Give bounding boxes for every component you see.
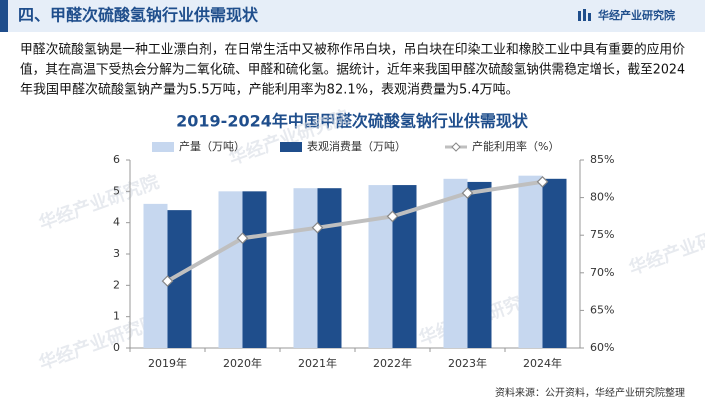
- chart-title: 2019-2024年中国甲醛次硫酸氢钠行业供需现状: [176, 112, 529, 131]
- x-tick-label: 2020年: [223, 356, 262, 370]
- paragraph-line: 年我国甲醛次硫酸氢钠产量为5.5万吨，产能利用率为82.1%，表观消费量为5.4…: [20, 82, 519, 98]
- x-tick-label: 2021年: [298, 356, 337, 370]
- y-tick-label: 4: [113, 216, 120, 229]
- x-tick-label: 2023年: [448, 356, 487, 370]
- header-accent: [0, 0, 8, 32]
- bar: [242, 191, 267, 348]
- line-marker: [311, 221, 324, 234]
- line-marker: [536, 175, 549, 188]
- watermark: 华经产业研究院: [626, 216, 705, 280]
- y-tick-label: 1: [113, 310, 120, 323]
- y2-tick-label: 75%: [590, 228, 614, 241]
- legend-swatch: [152, 142, 174, 152]
- bar: [293, 188, 318, 348]
- watermark: 华经产业研究院: [36, 171, 162, 235]
- bar: [542, 178, 567, 348]
- line-marker: [461, 187, 474, 199]
- line-marker: [236, 232, 249, 245]
- bar: [317, 188, 342, 348]
- header-bar: [0, 0, 705, 32]
- y-tick-label: 6: [113, 153, 120, 166]
- legend-label: 表观消费量（万吨）: [307, 139, 406, 153]
- y2-tick-label: 65%: [590, 303, 614, 316]
- header-title: 四、甲醛次硫酸氢钠行业供需现状: [18, 6, 259, 25]
- bar: [218, 191, 243, 348]
- line-marker: [386, 210, 399, 223]
- bar: [518, 175, 543, 348]
- y-tick-label: 5: [113, 184, 120, 197]
- paragraph-line: 值，其在高温下受热会分解为二氧化硫、甲醛和硫化氢。据统计，近年来我国甲醛次硫酸氢…: [20, 62, 685, 78]
- watermark: 华经产业研究院: [36, 311, 162, 375]
- legend-label: 产量（万吨）: [179, 139, 245, 153]
- bar: [443, 178, 468, 348]
- y-tick-label: 3: [113, 247, 120, 260]
- y2-tick-label: 70%: [590, 266, 614, 279]
- legend-label: 产能利用率（%）: [472, 139, 559, 153]
- line-marker: [161, 275, 174, 287]
- x-tick-label: 2019年: [148, 356, 187, 370]
- legend-swatch: [280, 142, 302, 152]
- x-tick-label: 2024年: [523, 356, 562, 370]
- line: [166, 179, 543, 283]
- y-tick-label: 2: [113, 278, 120, 291]
- bar: [467, 181, 492, 348]
- source: 资料来源：公开资料，华经产业研究院整理: [495, 386, 685, 399]
- bar: [368, 185, 393, 348]
- y2-tick-label: 60%: [590, 341, 614, 354]
- y2-tick-label: 85%: [590, 153, 614, 166]
- y-tick-label: 0: [113, 341, 120, 354]
- brand: 华经产业研究院: [598, 8, 675, 22]
- brand-logo: [578, 9, 591, 21]
- legend-marker: [451, 142, 461, 152]
- paragraph-line: 甲醛次硫酸氢钠是一种工业漂白剂，在日常生活中又被称作吊白块，吊白块在印染工业和橡…: [20, 42, 685, 58]
- y2-tick-label: 80%: [590, 191, 614, 204]
- x-tick-label: 2022年: [373, 356, 412, 370]
- bar: [143, 203, 168, 348]
